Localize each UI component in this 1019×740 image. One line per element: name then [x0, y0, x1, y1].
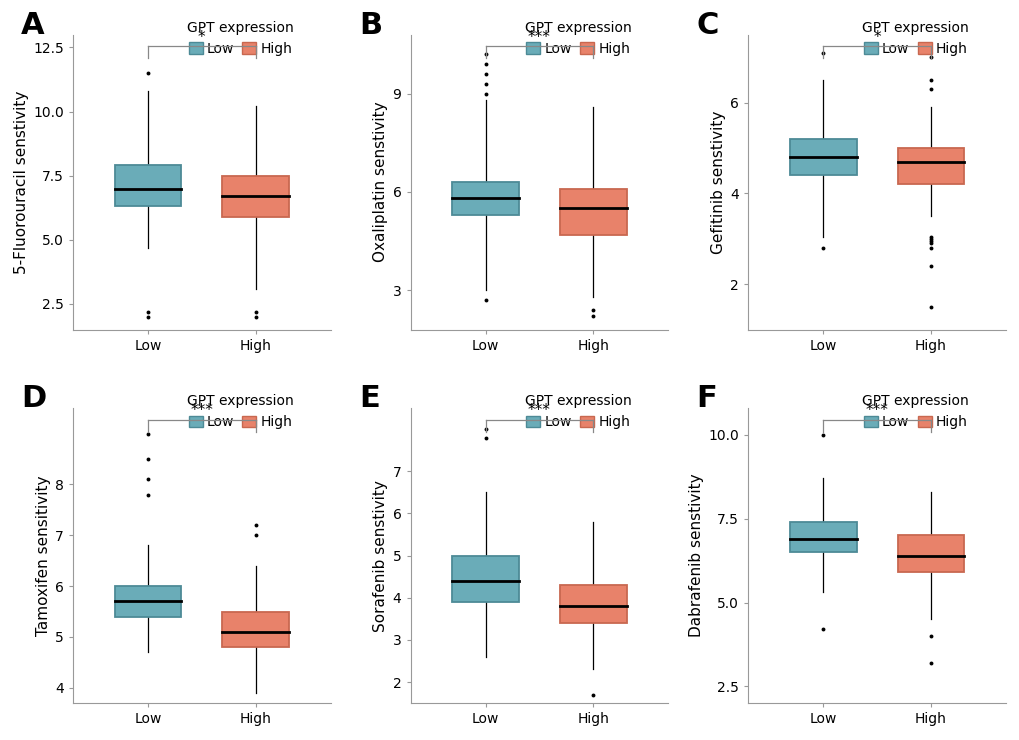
Y-axis label: Oxaliplatin senstivity: Oxaliplatin senstivity	[373, 102, 388, 263]
Y-axis label: Tamoxifen sensitivity: Tamoxifen sensitivity	[36, 475, 51, 636]
Text: ***: ***	[528, 403, 550, 418]
Y-axis label: Sorafenib senstivity: Sorafenib senstivity	[373, 480, 388, 631]
Bar	[114, 166, 181, 206]
Bar	[559, 585, 626, 623]
Y-axis label: Dabrafenib senstivity: Dabrafenib senstivity	[689, 474, 703, 637]
Text: E: E	[359, 385, 379, 414]
Legend: Low, High: Low, High	[859, 391, 971, 432]
Y-axis label: Gefitinib senstivity: Gefitinib senstivity	[710, 110, 726, 254]
Text: B: B	[359, 11, 382, 40]
Text: ***: ***	[865, 403, 888, 418]
Bar	[790, 522, 856, 552]
Bar	[897, 148, 963, 184]
Bar	[452, 556, 519, 602]
Legend: Low, High: Low, High	[859, 18, 971, 58]
Text: ***: ***	[191, 403, 213, 418]
Text: A: A	[21, 11, 45, 40]
Bar	[114, 586, 181, 616]
Text: *: *	[872, 30, 880, 45]
Bar	[222, 611, 288, 648]
Text: D: D	[21, 385, 47, 414]
Legend: Low, High: Low, High	[522, 391, 634, 432]
Text: F: F	[696, 385, 716, 414]
Bar	[790, 139, 856, 175]
Bar	[452, 182, 519, 215]
Legend: Low, High: Low, High	[184, 18, 297, 58]
Text: ***: ***	[528, 30, 550, 45]
Legend: Low, High: Low, High	[184, 391, 297, 432]
Text: *: *	[198, 30, 206, 45]
Text: C: C	[696, 11, 718, 40]
Y-axis label: 5-Fluorouracil senstivity: 5-Fluorouracil senstivity	[14, 90, 29, 274]
Bar	[559, 189, 626, 235]
Bar	[222, 175, 288, 217]
Bar	[897, 536, 963, 572]
Legend: Low, High: Low, High	[522, 18, 634, 58]
